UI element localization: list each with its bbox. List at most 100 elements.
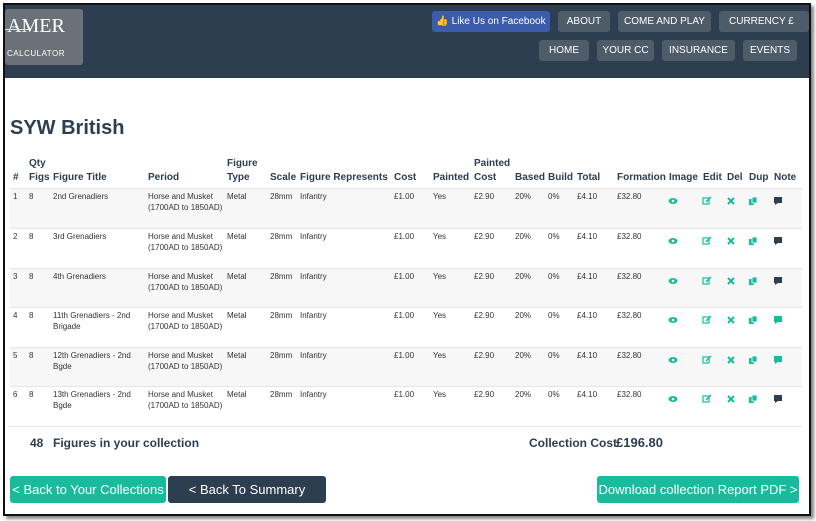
table-cell: £1.00	[394, 232, 415, 241]
table-cell: £32.80	[617, 232, 642, 241]
window: AMER CALCULATOR 👍 Like Us on Facebook AB…	[3, 3, 811, 516]
table-cell: £32.80	[617, 311, 642, 320]
table-cell: 28mm	[270, 272, 293, 281]
duplicate-icon[interactable]	[748, 352, 758, 364]
duplicate-icon[interactable]	[748, 193, 758, 205]
collection-cost: £196.80	[616, 435, 663, 450]
table-cell: Horse and Musket (1700AD to 1850AD)	[148, 351, 223, 371]
duplicate-icon-glyph	[749, 315, 758, 324]
table-cell: Metal	[227, 311, 247, 320]
nav-button[interactable]: HOME	[539, 40, 589, 61]
nav-button[interactable]: CURRENCY £	[719, 11, 809, 32]
table-cell: 0%	[548, 351, 560, 360]
view-icon[interactable]	[668, 352, 678, 363]
table-cell: Infantry	[300, 311, 327, 320]
edit-icon[interactable]	[702, 312, 712, 324]
duplicate-icon[interactable]	[748, 391, 758, 403]
edit-icon[interactable]	[702, 391, 712, 403]
edit-icon[interactable]	[702, 233, 712, 245]
view-icon[interactable]	[668, 193, 678, 204]
delete-icon[interactable]	[726, 352, 736, 364]
edit-icon-glyph	[702, 355, 712, 364]
delete-icon[interactable]	[726, 312, 736, 324]
logo-line	[5, 29, 29, 30]
row-stripe	[10, 188, 802, 228]
column-header: Dup	[749, 172, 769, 183]
table-cell: 28mm	[270, 351, 293, 360]
view-icon[interactable]	[668, 391, 678, 402]
column-header: Figure Title	[53, 172, 107, 183]
note-icon[interactable]	[773, 391, 783, 403]
row-divider	[10, 307, 802, 308]
note-icon[interactable]	[773, 193, 783, 205]
delete-icon[interactable]	[726, 193, 736, 205]
table-cell: £4.10	[577, 272, 598, 281]
duplicate-icon[interactable]	[748, 312, 758, 324]
delete-icon[interactable]	[726, 273, 736, 285]
view-icon[interactable]	[668, 312, 678, 323]
table-cell: 12th Grenadiers - 2nd Bgde	[53, 351, 131, 371]
duplicate-icon-glyph	[749, 355, 758, 364]
table-cell: 28mm	[270, 311, 293, 320]
table-cell: £2.90	[474, 192, 495, 201]
row-divider	[10, 228, 802, 229]
row-divider	[10, 268, 802, 269]
duplicate-icon[interactable]	[748, 273, 758, 285]
back-summary-button[interactable]: < Back To Summary Report	[168, 476, 326, 514]
table-cell: Yes	[433, 311, 447, 320]
column-header: Qty Figs	[29, 158, 50, 183]
nav-button[interactable]: COME AND PLAY	[618, 11, 711, 32]
row-divider	[10, 386, 802, 387]
table-cell: Metal	[227, 351, 247, 360]
facebook-button[interactable]: 👍 Like Us on Facebook	[432, 11, 550, 32]
duplicate-icon-glyph	[749, 276, 758, 285]
note-icon[interactable]	[773, 352, 783, 364]
note-icon[interactable]	[773, 312, 783, 324]
edit-icon-glyph	[702, 196, 712, 205]
back-collections-button[interactable]: < Back to Your Collections	[10, 476, 166, 503]
nav-button[interactable]: INSURANCE	[662, 40, 735, 61]
delete-icon[interactable]	[726, 233, 736, 245]
nav-button[interactable]: ABOUT	[558, 11, 610, 32]
note-icon[interactable]	[773, 233, 783, 245]
table-cell: £32.80	[617, 192, 642, 201]
table-cell: £2.90	[474, 311, 495, 320]
table-cell: Metal	[227, 232, 247, 241]
nav-button[interactable]: YOUR CC	[597, 40, 654, 61]
table-cell: 20%	[515, 192, 532, 201]
logo[interactable]: AMER CALCULATOR	[5, 9, 83, 65]
column-header: Del	[727, 172, 743, 183]
note-icon-glyph	[774, 356, 782, 364]
column-header: Cost	[394, 172, 417, 183]
table-cell: 0%	[548, 232, 560, 241]
figure-count: 48	[30, 436, 44, 450]
table-cell: 0%	[548, 390, 560, 399]
nav-button[interactable]: EVENTS	[743, 40, 797, 61]
table-cell: £32.80	[617, 351, 642, 360]
edit-icon[interactable]	[702, 273, 712, 285]
table-cell: 8	[29, 311, 34, 320]
edit-icon-glyph	[702, 276, 712, 285]
table-cell: Horse and Musket (1700AD to 1850AD)	[148, 192, 223, 212]
column-header: Based	[515, 172, 546, 183]
table-cell: Yes	[433, 272, 447, 281]
table-cell: Horse and Musket (1700AD to 1850AD)	[148, 272, 223, 292]
logo-subtext: CALCULATOR	[7, 49, 66, 58]
table-cell: 28mm	[270, 390, 293, 399]
duplicate-icon[interactable]	[748, 233, 758, 245]
table-cell: Metal	[227, 192, 247, 201]
download-pdf-button[interactable]: Download collection Report PDF >	[597, 476, 799, 503]
table-cell: £4.10	[577, 351, 598, 360]
view-icon[interactable]	[668, 233, 678, 244]
note-icon[interactable]	[773, 273, 783, 285]
view-icon-glyph	[668, 317, 678, 323]
view-icon[interactable]	[668, 273, 678, 284]
table-bottom	[10, 426, 802, 427]
edit-icon[interactable]	[702, 352, 712, 364]
delete-icon-glyph	[727, 237, 735, 245]
table-cell: 28mm	[270, 232, 293, 241]
delete-icon-glyph	[727, 395, 735, 403]
delete-icon[interactable]	[726, 391, 736, 403]
edit-icon[interactable]	[702, 193, 712, 205]
view-icon-glyph	[668, 198, 678, 204]
